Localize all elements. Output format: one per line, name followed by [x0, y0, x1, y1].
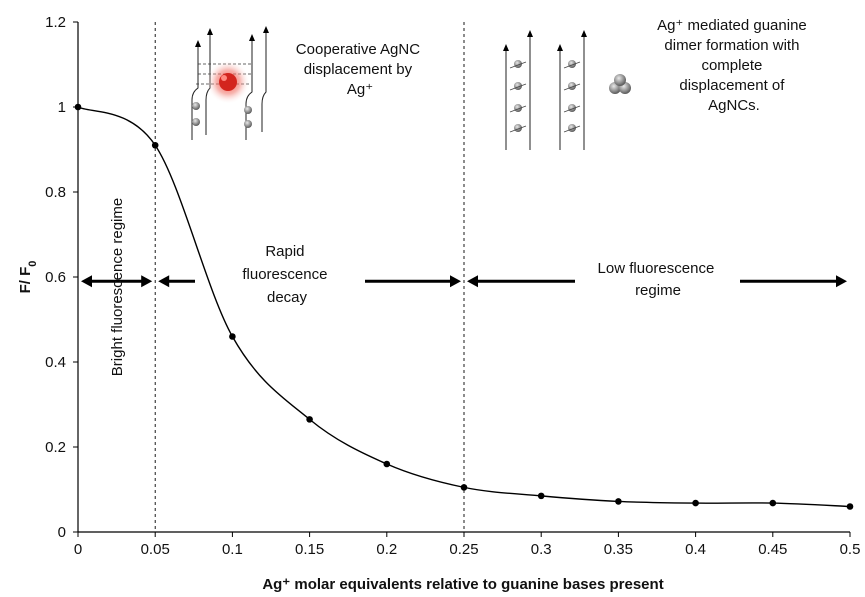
- series-line: [77, 106, 851, 508]
- data-point: [229, 333, 236, 340]
- x-axis-title: Ag⁺ molar equivalents relative to guanin…: [262, 576, 663, 593]
- data-point: [460, 484, 468, 491]
- x-tick-label: 0.5: [840, 541, 861, 558]
- arrow-head: [836, 275, 847, 288]
- data-point: [769, 499, 777, 507]
- y-axis-title-subscript: 0: [27, 261, 39, 267]
- x-tick-label: 0.05: [141, 541, 170, 558]
- x-tick-label: 0.1: [222, 541, 243, 558]
- dimer-annotation: Ag⁺ mediated guanine dimer formation wit…: [657, 17, 811, 114]
- x-tick-label: 0.15: [295, 541, 324, 558]
- arrow-head: [141, 275, 153, 288]
- x-tick-label: 0.4: [685, 541, 706, 558]
- x-tick-label: 0.2: [376, 541, 397, 558]
- arrow-head: [450, 275, 461, 288]
- data-point: [306, 416, 313, 423]
- cooperative-annotation: Cooperative AgNC displacement by Ag⁺: [296, 41, 424, 98]
- data-point: [74, 103, 82, 111]
- x-tick-label: 0.25: [449, 541, 478, 558]
- y-tick-label: 0.4: [45, 354, 66, 371]
- data-series: [74, 103, 854, 510]
- y-axis-title-main: F/ F: [17, 267, 34, 294]
- data-point: [846, 503, 854, 510]
- y-axis-title: F/ F0: [17, 261, 39, 294]
- x-tick-label: 0.3: [531, 541, 552, 558]
- y-axis-ticks: 0 0.2 0.4 0.6 0.8 1 1.2: [45, 14, 78, 541]
- y-tick-label: 1.2: [45, 14, 66, 31]
- y-tick-label: 0.8: [45, 184, 66, 201]
- free-agnc-icon: [609, 74, 631, 94]
- data-point: [151, 141, 159, 149]
- data-point: [615, 498, 622, 505]
- y-tick-label: 0.2: [45, 439, 66, 456]
- arrow-head: [81, 275, 92, 288]
- x-tick-label: 0: [74, 541, 82, 558]
- arrow-head: [467, 275, 478, 288]
- y-tick-label: 0: [58, 524, 66, 541]
- data-point: [692, 499, 699, 507]
- bright-regime-label: Bright fluorescence regime: [109, 198, 126, 376]
- y-tick-label: 0.6: [45, 269, 66, 286]
- regime-boundaries: [154, 22, 465, 532]
- arrow-head: [158, 275, 170, 288]
- low-regime-label: Low fluorescence regime: [598, 260, 719, 299]
- data-point: [383, 460, 391, 468]
- y-tick-label: 1: [58, 99, 66, 116]
- x-tick-label: 0.45: [758, 541, 787, 558]
- guanine-dimer-illustration: [503, 30, 631, 150]
- rapid-decay-label: Rapid fluorescence decay: [242, 243, 331, 306]
- data-point: [537, 492, 545, 500]
- x-tick-label: 0.35: [604, 541, 633, 558]
- regime-arrows: [81, 275, 847, 288]
- x-axis-ticks: 0 0.05 0.1 0.15 0.2 0.25 0.3 0.35 0.4 0.45 0.5: [74, 532, 861, 558]
- dna-cluster-illustration: [191, 26, 269, 140]
